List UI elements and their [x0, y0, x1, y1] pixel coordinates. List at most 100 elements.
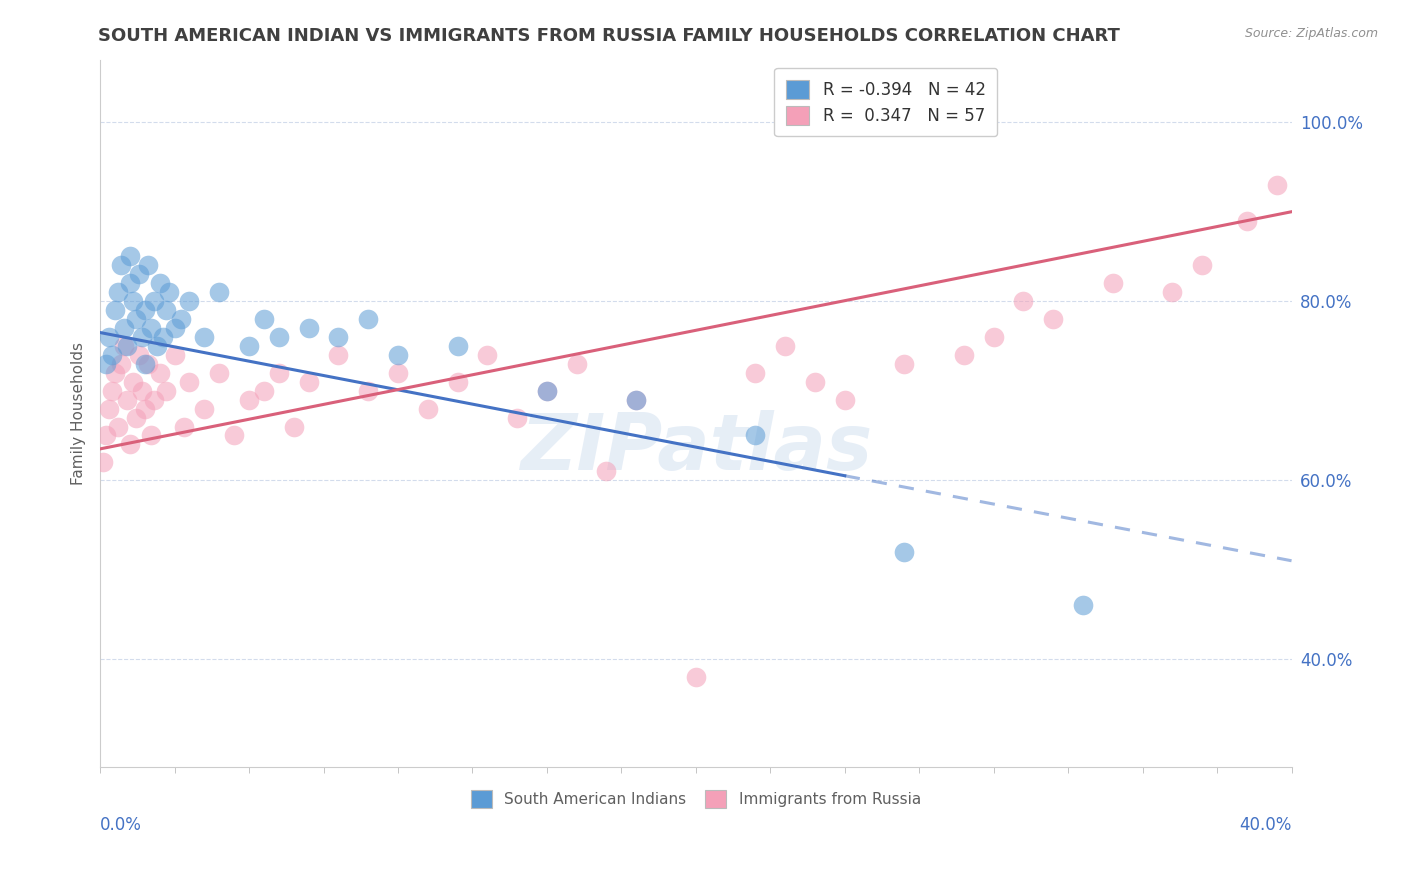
Point: [94, 428, 117, 442]
Point: [173, 419, 195, 434]
Point: [112, 321, 135, 335]
Point: [953, 348, 976, 362]
Point: [101, 384, 124, 398]
Point: [118, 437, 141, 451]
Point: [1101, 277, 1123, 291]
Point: [118, 277, 141, 291]
Text: 0.0%: 0.0%: [100, 816, 142, 834]
Point: [744, 366, 766, 380]
Point: [163, 321, 186, 335]
Point: [101, 348, 124, 362]
Point: [193, 401, 215, 416]
Point: [685, 670, 707, 684]
Point: [128, 348, 150, 362]
Point: [136, 357, 159, 371]
Point: [267, 366, 290, 380]
Point: [983, 330, 1005, 344]
Point: [115, 339, 138, 353]
Point: [1236, 213, 1258, 227]
Point: [477, 348, 499, 362]
Point: [125, 410, 148, 425]
Point: [107, 285, 129, 300]
Point: [104, 303, 127, 318]
Point: [298, 321, 321, 335]
Point: [446, 339, 468, 353]
Point: [1042, 312, 1064, 326]
Point: [134, 401, 156, 416]
Point: [298, 375, 321, 389]
Point: [157, 285, 180, 300]
Point: [91, 455, 114, 469]
Point: [1071, 599, 1094, 613]
Point: [155, 384, 177, 398]
Point: [179, 294, 201, 309]
Point: [149, 366, 172, 380]
Point: [142, 392, 165, 407]
Point: [357, 312, 380, 326]
Point: [193, 330, 215, 344]
Point: [1161, 285, 1184, 300]
Point: [98, 330, 121, 344]
Point: [834, 392, 856, 407]
Point: [283, 419, 305, 434]
Point: [1012, 294, 1035, 309]
Point: [253, 312, 276, 326]
Point: [118, 250, 141, 264]
Text: Source: ZipAtlas.com: Source: ZipAtlas.com: [1244, 27, 1378, 40]
Point: [142, 294, 165, 309]
Point: [804, 375, 827, 389]
Point: [626, 392, 648, 407]
Point: [122, 294, 145, 309]
Point: [536, 384, 558, 398]
Point: [98, 401, 121, 416]
Point: [416, 401, 439, 416]
Point: [267, 330, 290, 344]
Point: [744, 428, 766, 442]
Text: ZIPatlas: ZIPatlas: [520, 410, 872, 486]
Point: [134, 303, 156, 318]
Point: [110, 357, 132, 371]
Point: [224, 428, 246, 442]
Point: [131, 384, 153, 398]
Point: [163, 348, 186, 362]
Point: [139, 428, 162, 442]
Point: [139, 321, 162, 335]
Point: [893, 545, 915, 559]
Point: [626, 392, 648, 407]
Point: [238, 339, 260, 353]
Point: [152, 330, 174, 344]
Point: [387, 366, 409, 380]
Point: [136, 259, 159, 273]
Point: [506, 410, 529, 425]
Point: [446, 375, 468, 389]
Point: [773, 339, 796, 353]
Point: [595, 464, 617, 478]
Point: [328, 330, 350, 344]
Point: [328, 348, 350, 362]
Point: [893, 357, 915, 371]
Point: [131, 330, 153, 344]
Point: [112, 339, 135, 353]
Point: [179, 375, 201, 389]
Y-axis label: Family Households: Family Households: [72, 342, 86, 484]
Point: [387, 348, 409, 362]
Point: [357, 384, 380, 398]
Point: [110, 259, 132, 273]
Text: SOUTH AMERICAN INDIAN VS IMMIGRANTS FROM RUSSIA FAMILY HOUSEHOLDS CORRELATION CH: SOUTH AMERICAN INDIAN VS IMMIGRANTS FROM…: [98, 27, 1121, 45]
Point: [208, 285, 231, 300]
Point: [128, 268, 150, 282]
Point: [1265, 178, 1288, 192]
Text: 40.0%: 40.0%: [1239, 816, 1292, 834]
Point: [208, 366, 231, 380]
Point: [169, 312, 191, 326]
Point: [536, 384, 558, 398]
Point: [145, 339, 167, 353]
Point: [155, 303, 177, 318]
Point: [125, 312, 148, 326]
Point: [134, 357, 156, 371]
Point: [94, 357, 117, 371]
Point: [115, 392, 138, 407]
Point: [565, 357, 588, 371]
Point: [107, 419, 129, 434]
Point: [122, 375, 145, 389]
